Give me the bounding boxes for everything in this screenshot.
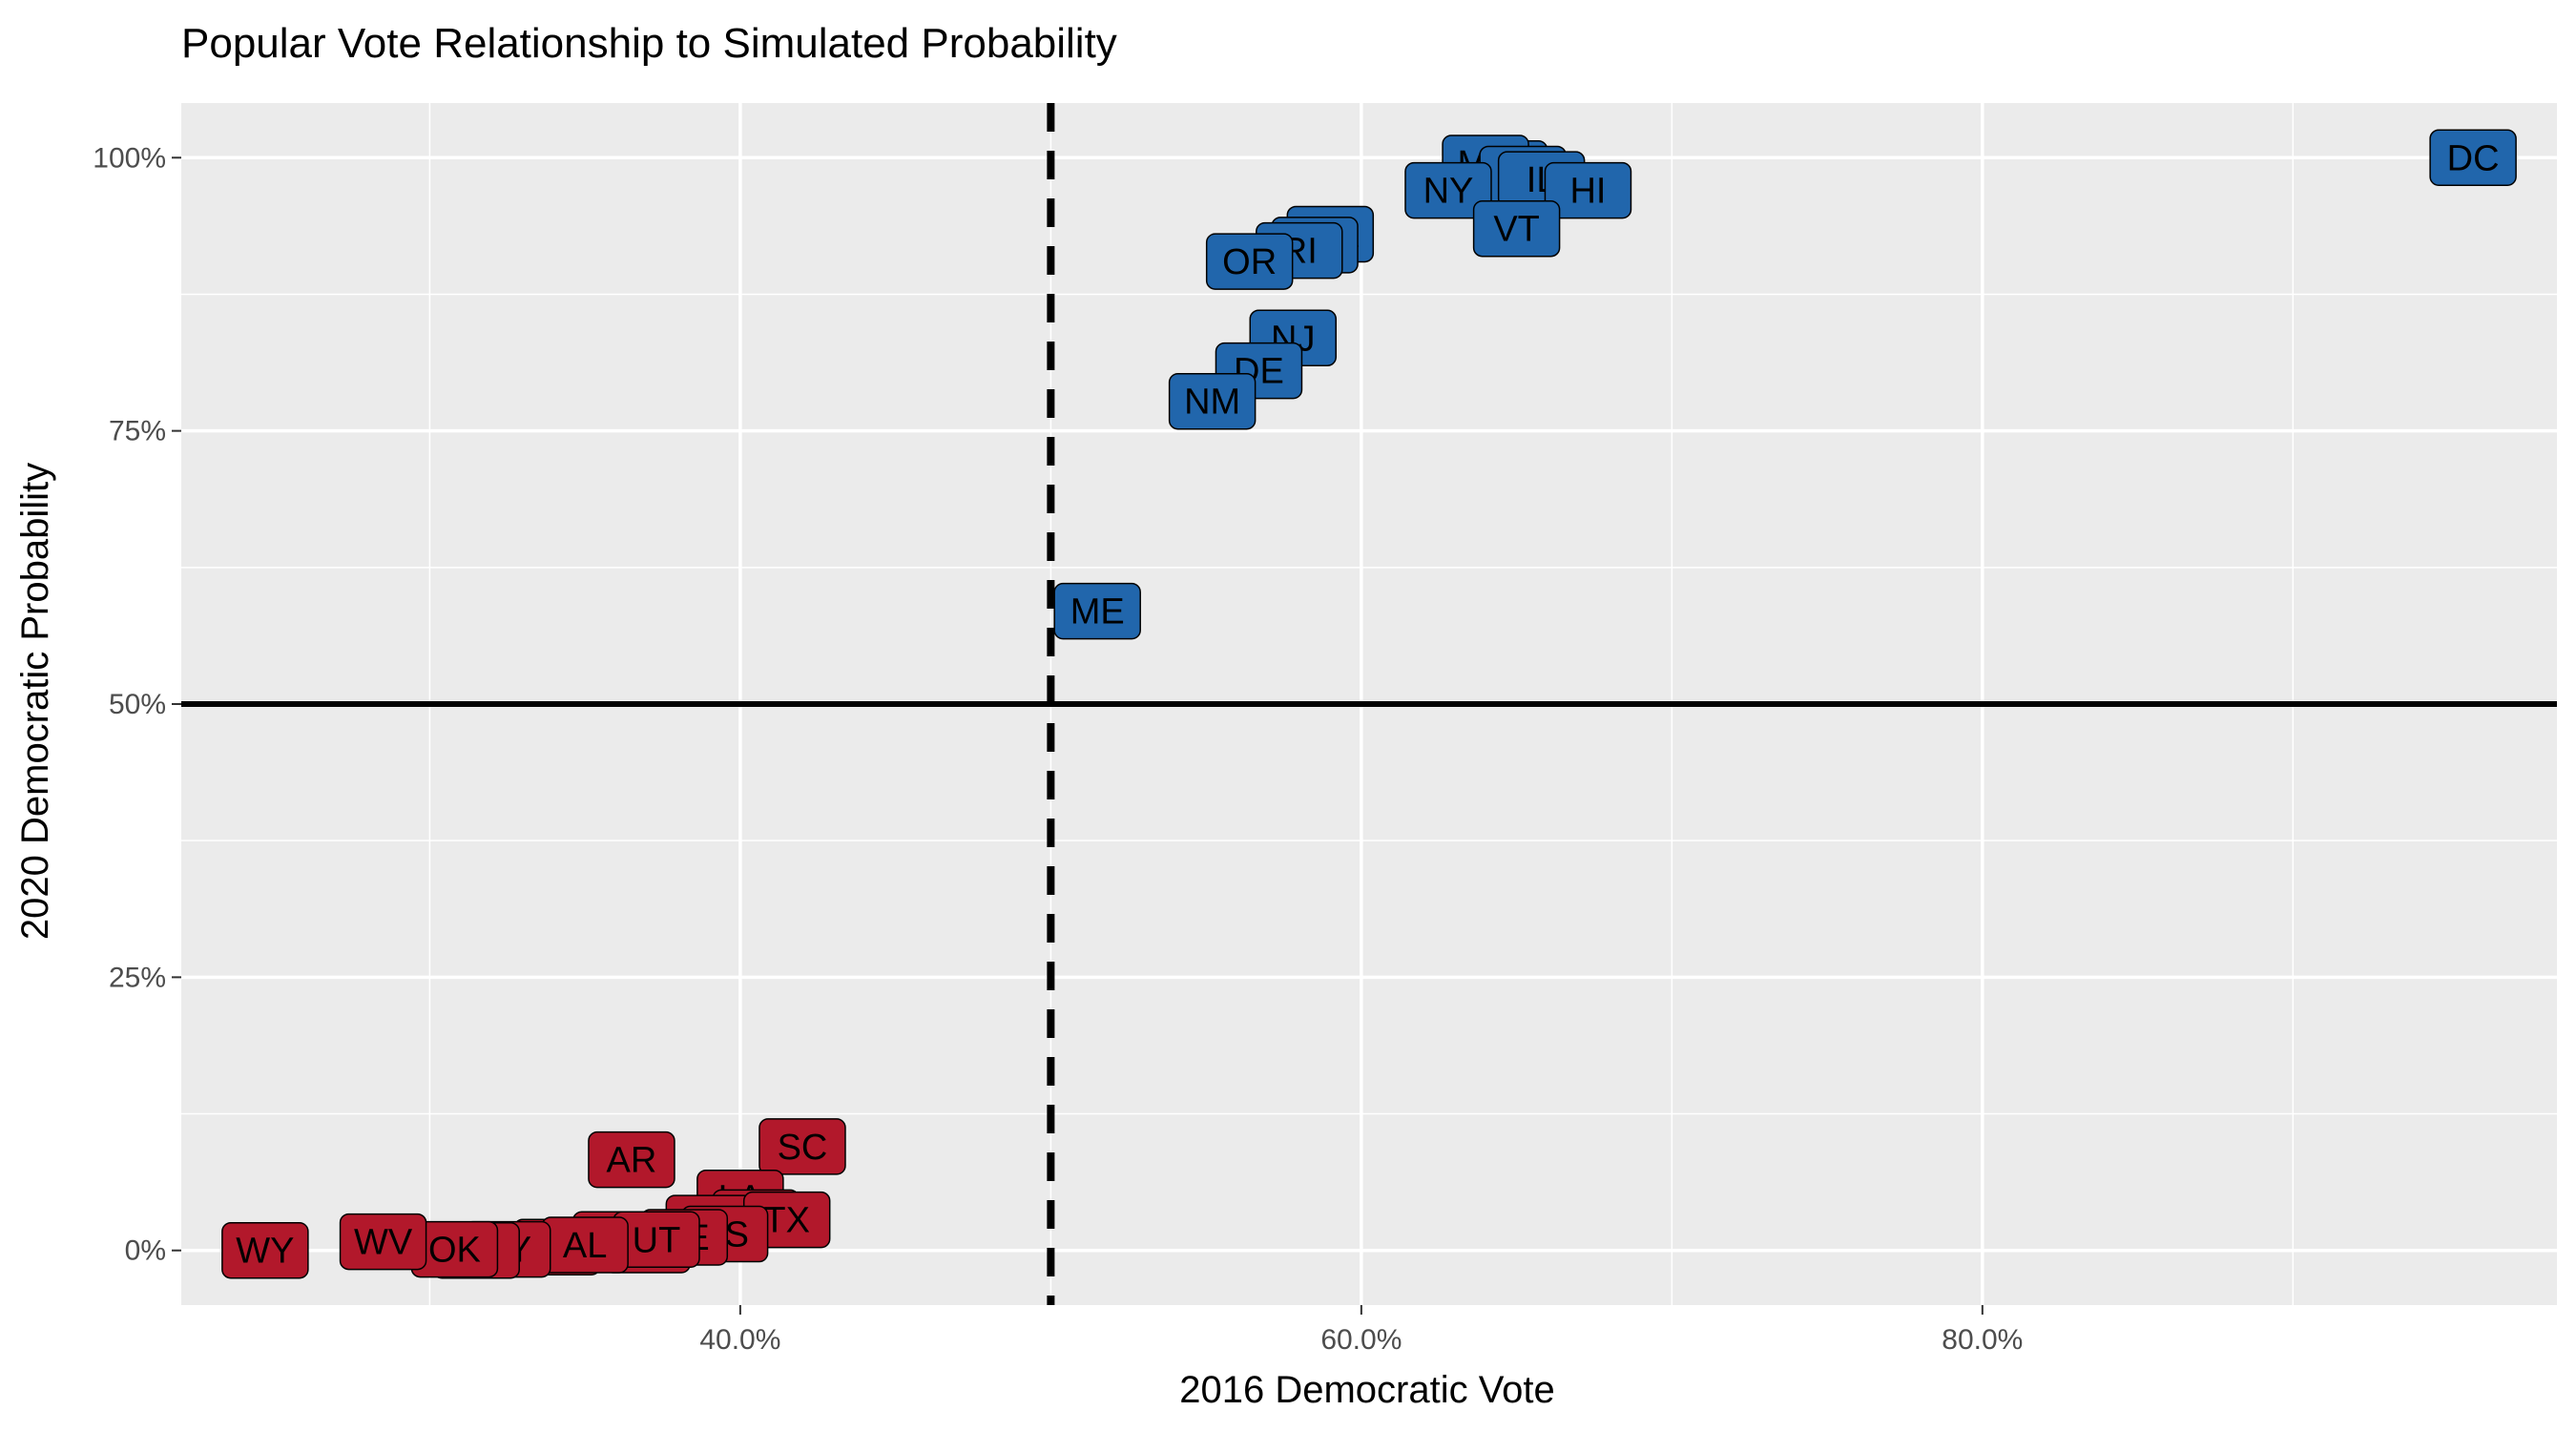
y-axis-ticks: 0% 25% 50% 75% 100%	[93, 142, 181, 1267]
x-axis-ticks: 40.0% 60.0% 80.0%	[699, 1305, 2023, 1356]
point-label-box	[1404, 161, 1492, 219]
point-label-hi: HI	[1544, 161, 1632, 219]
point-label-text: SC	[778, 1128, 828, 1168]
y-tick-label: 0%	[125, 1235, 166, 1267]
point-label-text: HI	[1569, 172, 1606, 212]
point-label-box	[588, 1130, 675, 1189]
y-tick-label: 100%	[93, 142, 166, 174]
point-label-or: OR	[1205, 233, 1294, 290]
point-label-sc: SC	[758, 1118, 846, 1175]
point-label-text: VT	[1493, 210, 1540, 250]
y-tick-label: 25%	[109, 962, 166, 993]
point-label-text: WY	[236, 1232, 294, 1272]
x-tick-label: 40.0%	[699, 1324, 780, 1356]
point-label-box	[758, 1118, 846, 1175]
point-label-wv: WV	[339, 1213, 427, 1271]
point-label-text: OK	[428, 1231, 481, 1271]
point-label-text: ME	[1070, 592, 1125, 633]
point-label-vt: VT	[1472, 199, 1561, 258]
point-label-box	[2429, 129, 2517, 187]
point-label-box	[1472, 199, 1561, 258]
point-label-ok: OK	[410, 1220, 499, 1278]
point-label-text: NY	[1423, 172, 1474, 212]
point-label-ut: UT	[613, 1211, 700, 1269]
point-label-al: AL	[541, 1216, 629, 1274]
point-label-box	[1053, 582, 1141, 640]
point-label-box	[1205, 233, 1294, 290]
data-points: CAMDMAILHINYVTWACTRIORNJDENMMEDCSCARLAMO…	[221, 129, 2517, 1279]
point-label-ny: NY	[1404, 161, 1492, 219]
point-label-box	[221, 1221, 309, 1279]
point-label-ar: AR	[588, 1130, 675, 1189]
point-label-text: UT	[633, 1220, 681, 1260]
point-label-wy: WY	[221, 1221, 309, 1279]
reference-lines	[181, 103, 2557, 1305]
y-tick-label: 50%	[109, 689, 166, 720]
x-tick-label: 80.0%	[1942, 1324, 2023, 1356]
x-axis-label: 2016 Democratic Vote	[1179, 1369, 1555, 1411]
point-label-box	[1168, 372, 1257, 430]
point-label-text: WV	[354, 1223, 413, 1263]
y-axis-label: 2020 Democratic Probability	[14, 463, 56, 940]
point-label-dc: DC	[2429, 129, 2517, 187]
point-label-text: AL	[563, 1226, 607, 1266]
point-label-nm: NM	[1168, 372, 1257, 430]
chart-title: Popular Vote Relationship to Simulated P…	[181, 20, 1117, 67]
point-label-box	[339, 1213, 427, 1271]
point-label-box	[1544, 161, 1632, 219]
point-label-me: ME	[1053, 582, 1141, 640]
point-label-text: DC	[2447, 138, 2500, 178]
point-label-text: OR	[1222, 242, 1277, 282]
point-label-text: TX	[763, 1201, 810, 1241]
point-label-text: AR	[607, 1141, 657, 1181]
x-tick-label: 60.0%	[1320, 1324, 1402, 1356]
point-label-text: NM	[1184, 383, 1240, 423]
y-tick-label: 75%	[109, 416, 166, 447]
